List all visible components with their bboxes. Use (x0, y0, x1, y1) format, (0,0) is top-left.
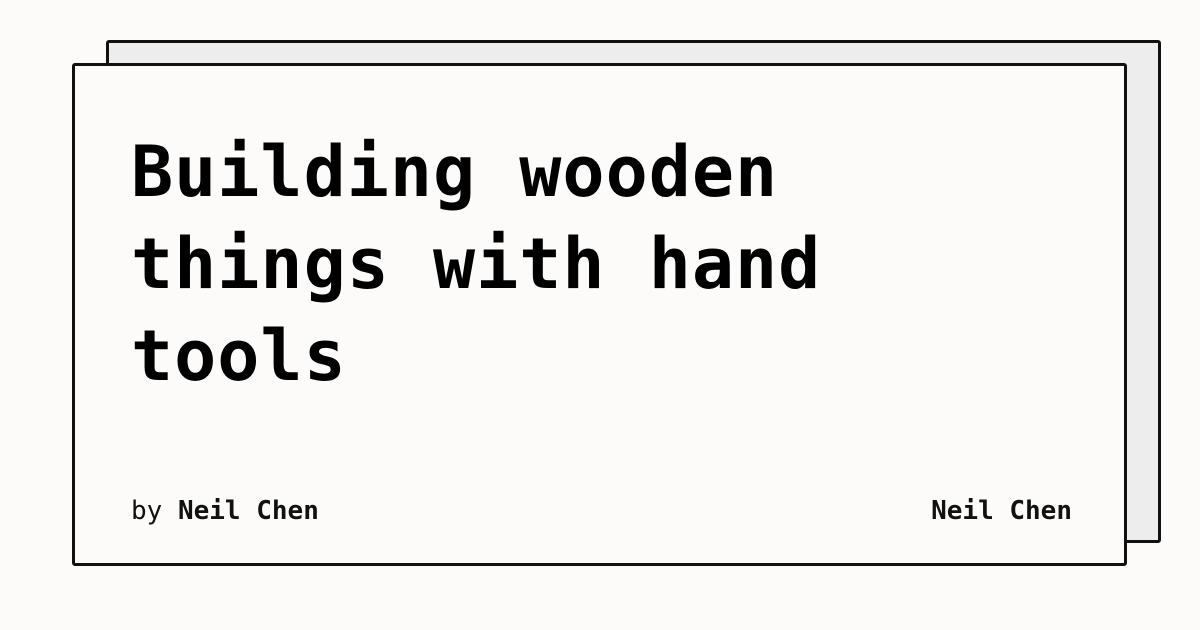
page-title: Building wooden things with hand tools (131, 131, 822, 397)
byline: by Neil Chen (131, 494, 319, 528)
author-name: Neil Chen (177, 496, 319, 526)
site-brand: Neil Chen (931, 496, 1072, 526)
social-card: Building wooden things with hand tools b… (72, 63, 1127, 566)
byline-prefix: by (131, 496, 163, 526)
